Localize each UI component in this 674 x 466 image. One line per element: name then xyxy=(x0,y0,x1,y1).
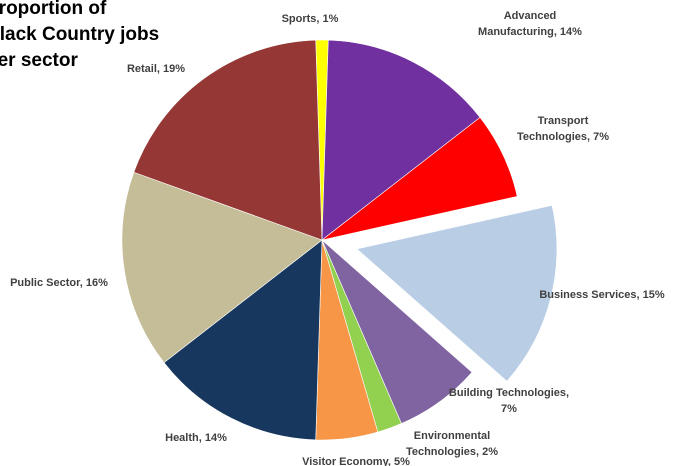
pie-slice-1 xyxy=(321,39,481,241)
slice-label-4-line-1: 7% xyxy=(501,403,517,415)
slice-label-3-line-0: Business Services, 15% xyxy=(539,289,665,301)
chart-title-line-1: Proportion of xyxy=(0,0,107,19)
pie-slice-8 xyxy=(121,171,323,364)
slice-label-6: Visitor Economy, 5% xyxy=(302,456,410,466)
slice-label-4-line-0: Building Technologies, xyxy=(449,387,569,399)
slice-label-2-line-1: Technologies, 7% xyxy=(517,131,609,143)
slice-label-8-line-0: Public Sector, 16% xyxy=(10,277,108,289)
slice-label-0-line-0: Sports, 1% xyxy=(282,13,339,25)
slice-label-9-line-0: Retail, 19% xyxy=(127,63,185,75)
slice-label-2: Transport Technologies, 7% xyxy=(517,115,609,143)
slice-label-7-line-0: Health, 14% xyxy=(165,432,227,444)
slice-label-4: Building Technologies, 7% xyxy=(449,387,569,415)
chart-title-line-2: Black Country jobs xyxy=(0,24,160,45)
slice-label-7: Health, 14% xyxy=(165,432,227,444)
chart-title: Proportion of Black Country jobs per sec… xyxy=(0,0,159,74)
pie-slice-7 xyxy=(163,239,323,441)
slice-label-1-line-1: Manufacturing, 14% xyxy=(478,26,582,38)
slice-label-0: Sports, 1% xyxy=(282,13,339,25)
pie-labels: Sports, 1% Advanced Manufacturing, 14% Tran… xyxy=(10,10,665,466)
slice-label-9: Retail, 19% xyxy=(127,63,185,75)
pie-slice-3 xyxy=(356,204,558,382)
slice-label-1: Advanced Manufacturing, 14% xyxy=(478,10,582,38)
pie-slice-2 xyxy=(321,116,518,241)
slice-label-8: Public Sector, 16% xyxy=(10,277,108,289)
slice-label-6-line-0: Visitor Economy, 5% xyxy=(302,456,410,466)
slice-label-2-line-0: Transport xyxy=(538,115,589,127)
slice-label-1-line-0: Advanced xyxy=(504,10,557,22)
slice-label-5-line-0: Environmental xyxy=(414,430,490,442)
pie-slices xyxy=(121,39,558,441)
slice-label-5: Environmental Technologies, 2% xyxy=(406,430,498,458)
slice-label-5-line-1: Technologies, 2% xyxy=(406,446,498,458)
pie-slice-9 xyxy=(133,39,323,241)
slice-label-3: Business Services, 15% xyxy=(539,289,665,301)
chart-title-line-3: per sector xyxy=(0,50,78,71)
